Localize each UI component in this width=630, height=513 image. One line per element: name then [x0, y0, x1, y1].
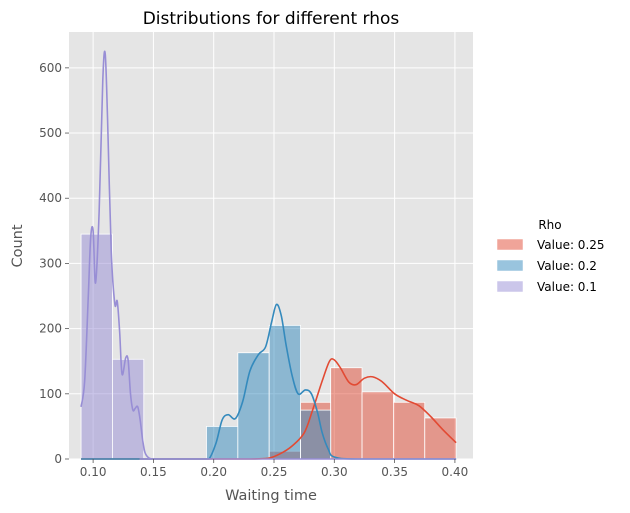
x-tick-label: 0.20 [200, 465, 227, 479]
x-tick-label: 0.35 [381, 465, 408, 479]
kde-curve [80, 50, 457, 460]
legend-label: Value: 0.2 [537, 259, 597, 273]
y-axis-ticks: 0 100 200 300 400 500 600 [39, 61, 69, 466]
y-axis-label: Count [10, 224, 26, 267]
legend: Rho Value: 0.25 Value: 0.2 Value: 0.1 [496, 218, 605, 294]
x-axis-ticks: 0.10 0.15 0.20 0.25 0.30 0.35 0.40 [80, 459, 469, 479]
y-tick-label: 500 [39, 126, 62, 140]
y-tick-label: 400 [39, 191, 62, 205]
y-tick-label: 100 [39, 387, 62, 401]
x-tick-label: 0.40 [442, 465, 469, 479]
x-tick-label: 0.30 [321, 465, 348, 479]
y-tick-label: 0 [54, 452, 62, 466]
legend-swatch [496, 259, 524, 272]
histogram-bar [300, 409, 332, 460]
x-tick-label: 0.15 [140, 465, 167, 479]
y-tick-label: 600 [39, 61, 62, 75]
y-tick-label: 200 [39, 322, 62, 336]
histogram-bar [361, 391, 394, 460]
x-tick-label: 0.25 [261, 465, 288, 479]
legend-label: Value: 0.1 [537, 280, 597, 294]
x-axis-label: Waiting time [225, 488, 317, 504]
legend-title: Rho [538, 218, 561, 232]
legend-swatch [496, 238, 524, 251]
legend-swatch [496, 280, 524, 293]
chart-title: Distributions for different rhos [143, 9, 400, 29]
legend-label: Value: 0.25 [537, 238, 605, 252]
histogram-bar [330, 367, 363, 460]
kde-curve [81, 303, 457, 460]
y-tick-label: 300 [39, 256, 62, 270]
kde-curves [80, 50, 457, 460]
x-tick-label: 0.10 [80, 465, 107, 479]
histogram-bar [393, 401, 426, 460]
histogram-bar [237, 352, 270, 460]
histogram-bar [268, 324, 301, 460]
